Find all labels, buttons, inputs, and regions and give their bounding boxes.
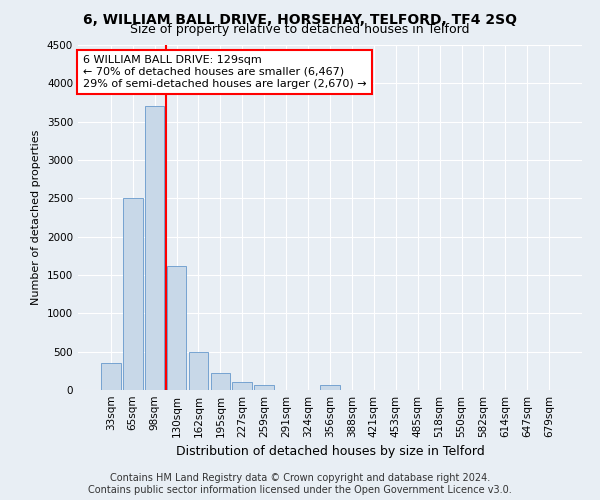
Bar — [232, 382, 252, 390]
Text: Size of property relative to detached houses in Telford: Size of property relative to detached ho… — [130, 22, 470, 36]
Bar — [254, 386, 274, 390]
Bar — [101, 363, 121, 390]
Bar — [123, 198, 143, 390]
Bar — [145, 106, 164, 390]
Bar — [320, 386, 340, 390]
Y-axis label: Number of detached properties: Number of detached properties — [31, 130, 41, 305]
Text: 6, WILLIAM BALL DRIVE, HORSEHAY, TELFORD, TF4 2SQ: 6, WILLIAM BALL DRIVE, HORSEHAY, TELFORD… — [83, 12, 517, 26]
Bar — [167, 266, 187, 390]
Text: Contains HM Land Registry data © Crown copyright and database right 2024.
Contai: Contains HM Land Registry data © Crown c… — [88, 474, 512, 495]
X-axis label: Distribution of detached houses by size in Telford: Distribution of detached houses by size … — [176, 446, 484, 458]
Bar — [211, 373, 230, 390]
Bar — [188, 352, 208, 390]
Text: 6 WILLIAM BALL DRIVE: 129sqm
← 70% of detached houses are smaller (6,467)
29% of: 6 WILLIAM BALL DRIVE: 129sqm ← 70% of de… — [83, 56, 367, 88]
